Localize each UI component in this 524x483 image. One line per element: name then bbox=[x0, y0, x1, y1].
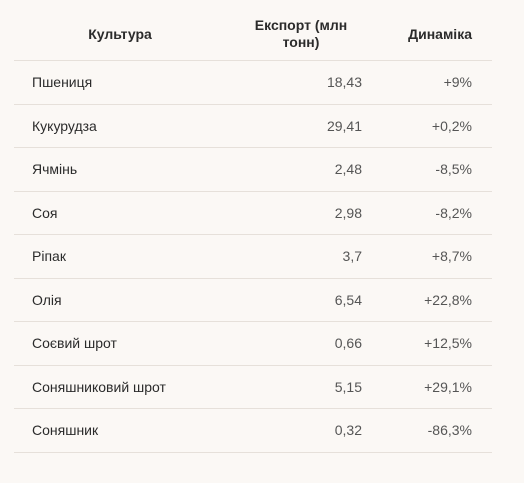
export-value: 29,41 bbox=[226, 104, 376, 148]
table-body: Пшениця 18,43 +9% Кукурудза 29,41 +0,2% … bbox=[14, 60, 492, 453]
table-row: Соняшниковий шрот 5,15 +29,1% bbox=[14, 365, 492, 409]
dynamics-value: -86,3% bbox=[376, 408, 492, 453]
crop-name: Ячмінь bbox=[14, 147, 226, 192]
crop-name: Соняшниковий шрот bbox=[14, 365, 226, 409]
header-export-label: Експорт (млн тонн) bbox=[254, 17, 348, 50]
export-value: 0,32 bbox=[226, 408, 376, 453]
dynamics-value: +12,5% bbox=[376, 321, 492, 366]
table-row: Ячмінь 2,48 -8,5% bbox=[14, 147, 492, 192]
header-crop: Культура bbox=[14, 8, 226, 61]
crop-name: Соєвий шрот bbox=[14, 321, 226, 366]
table-row: Кукурудза 29,41 +0,2% bbox=[14, 104, 492, 148]
export-value: 0,66 bbox=[226, 321, 376, 366]
export-value: 3,7 bbox=[226, 234, 376, 279]
dynamics-value: -8,2% bbox=[376, 191, 492, 235]
table-row: Пшениця 18,43 +9% bbox=[14, 60, 492, 105]
dynamics-value: +22,8% bbox=[376, 278, 492, 322]
crop-name: Соя bbox=[14, 191, 226, 235]
table-row: Олія 6,54 +22,8% bbox=[14, 278, 492, 322]
export-value: 6,54 bbox=[226, 278, 376, 322]
export-value: 18,43 bbox=[226, 60, 376, 105]
dynamics-value: +0,2% bbox=[376, 104, 492, 148]
export-table: Культура Експорт (млн тонн) Динаміка Пше… bbox=[14, 8, 492, 453]
dynamics-value: +8,7% bbox=[376, 234, 492, 279]
crop-name: Пшениця bbox=[14, 60, 226, 105]
crop-name: Ріпак bbox=[14, 234, 226, 279]
crop-name: Кукурудза bbox=[14, 104, 226, 148]
table-row: Соя 2,98 -8,2% bbox=[14, 191, 492, 235]
dynamics-value: +9% bbox=[376, 60, 492, 105]
crop-name: Олія bbox=[14, 278, 226, 322]
table-row: Соняшник 0,32 -86,3% bbox=[14, 408, 492, 453]
header-export: Експорт (млн тонн) bbox=[226, 8, 376, 61]
table-row: Соєвий шрот 0,66 +12,5% bbox=[14, 321, 492, 366]
crop-name: Соняшник bbox=[14, 408, 226, 453]
dynamics-value: -8,5% bbox=[376, 147, 492, 192]
table-row: Ріпак 3,7 +8,7% bbox=[14, 234, 492, 279]
export-value: 2,48 bbox=[226, 147, 376, 192]
table-header: Культура Експорт (млн тонн) Динаміка bbox=[14, 8, 492, 61]
header-row: Культура Експорт (млн тонн) Динаміка bbox=[14, 8, 492, 61]
export-table-container: Культура Експорт (млн тонн) Динаміка Пше… bbox=[14, 8, 492, 453]
export-value: 5,15 bbox=[226, 365, 376, 409]
export-value: 2,98 bbox=[226, 191, 376, 235]
header-dynamics: Динаміка bbox=[376, 8, 492, 61]
dynamics-value: +29,1% bbox=[376, 365, 492, 409]
